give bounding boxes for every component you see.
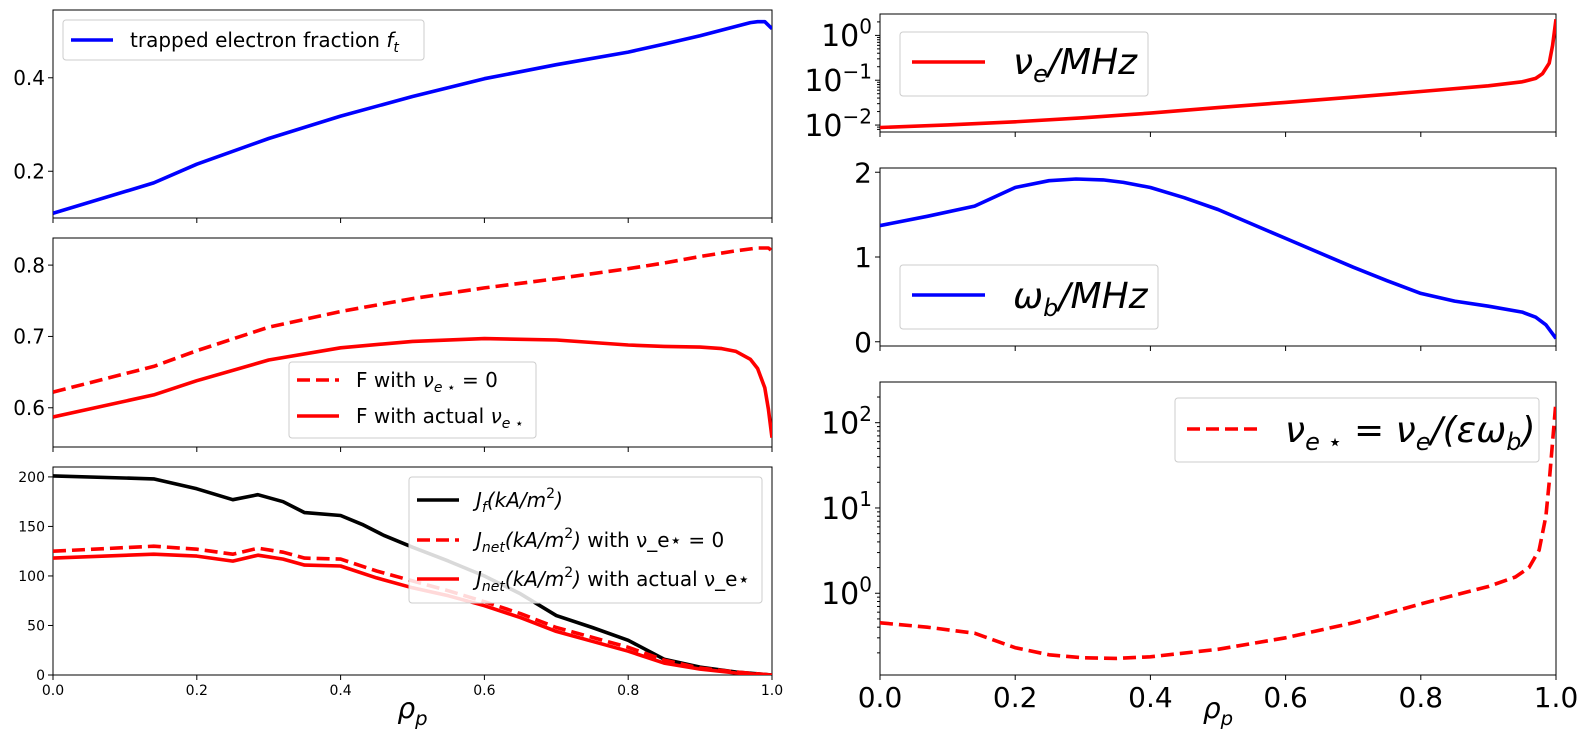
y-tick-label: 100 <box>18 569 45 585</box>
y-tick-label: 0.2 <box>13 159 45 183</box>
legend-label: Jnet(kA/m2) with ν_e⋆ = 0 <box>472 526 724 556</box>
x-tick-label: 0.0 <box>42 683 64 699</box>
legend: trapped electron fraction ft <box>62 19 425 61</box>
legend-label: Jnet(kA/m2) with actual ν_e⋆ <box>472 565 750 595</box>
y-tick-label: 2 <box>854 156 872 189</box>
y-tick-label: 0 <box>36 668 45 684</box>
y-tick-label: 150 <box>18 519 45 535</box>
axes-frame <box>52 9 773 219</box>
x-tick-label: 1.0 <box>761 683 783 699</box>
series-line-nustar-0 <box>880 400 1556 661</box>
legend-label: νe/MHz <box>1013 42 1138 88</box>
y-tick-label: 200 <box>18 470 45 486</box>
y-tick-label: 0.6 <box>13 396 45 420</box>
y-tick-label: 10−1 <box>804 59 872 99</box>
legend-label: νe ⋆ = νe/(εωb) <box>1285 410 1536 456</box>
axes-frame <box>879 13 1557 133</box>
y-tick-label: 0.7 <box>13 325 45 349</box>
x-tick-label: 0.4 <box>329 683 351 699</box>
x-tick-label: 0.8 <box>617 683 639 699</box>
y-tick-label: 102 <box>821 402 872 442</box>
legend: F with νe ⋆ = 0 F with actual νe ⋆ <box>288 361 537 439</box>
y-tick-label: 100 <box>821 15 872 55</box>
series-line-F-0 <box>53 246 772 394</box>
legend: Jf(kA/m2) Jnet(kA/m2) with ν_e⋆ = 0 Jnet… <box>408 476 763 604</box>
legend-label: F with νe ⋆ = 0 <box>356 368 498 396</box>
panel-current-density: 0.0 0.2 0.4 0.6 0.8 1.0 0 50 100 150 200 ρp Jf(kA/m… <box>18 466 783 730</box>
y-tick-label: 50 <box>27 619 45 635</box>
axes-frame <box>879 381 1557 676</box>
legend: νe/MHz <box>899 31 1149 97</box>
legend: ωb/MHz <box>899 264 1159 330</box>
x-axis-label: ρp <box>1203 692 1233 730</box>
panel-F: 0.6 0.7 0.8 F with νe ⋆ = 0 F with actual … <box>13 237 773 452</box>
series-line-ft-0 <box>53 19 772 216</box>
x-tick-label: 1.0 <box>1534 681 1579 714</box>
x-tick-label: 0.6 <box>1263 681 1308 714</box>
series-line-wb-0 <box>880 177 1556 340</box>
y-tick-label: 0.4 <box>13 66 45 90</box>
x-tick-label: 0.4 <box>1128 681 1173 714</box>
y-tick-label: 0 <box>854 326 872 359</box>
series-line-F-1 <box>53 336 772 438</box>
y-tick-label: 0.8 <box>13 253 45 277</box>
y-tick-label: 10−2 <box>804 104 872 144</box>
x-tick-label: 0.2 <box>186 683 208 699</box>
series-line-nue-0 <box>880 18 1556 130</box>
x-tick-label: 0.2 <box>993 681 1038 714</box>
x-tick-label: 0.8 <box>1399 681 1444 714</box>
legend: νe ⋆ = νe/(εωb) <box>1174 397 1540 463</box>
y-tick-label: 101 <box>821 487 872 527</box>
legend-label: Jf(kA/m2) <box>472 486 563 516</box>
x-axis-label: ρp <box>397 692 427 730</box>
axes-frame <box>52 466 773 676</box>
x-tick-label: 0.6 <box>473 683 495 699</box>
panel-bounce-frequency: 0 1 2 ωb/MHz <box>854 156 1557 359</box>
axes-frame <box>52 237 773 448</box>
x-tick-label: 0.0 <box>858 681 903 714</box>
panel-trapped-fraction: 0.2 0.4 trapped electron fraction ft <box>13 9 773 223</box>
legend-label: F with actual νe ⋆ <box>356 404 524 432</box>
y-tick-label: 1 <box>854 241 872 274</box>
y-tick-label: 100 <box>821 572 872 612</box>
panel-collisionality: 0.0 0.2 0.4 0.6 0.8 1.0 100 101 102 ρp νe ⋆ = νe/… <box>821 381 1579 730</box>
legend-label: ωb/MHz <box>1013 276 1149 322</box>
legend-label: trapped electron fraction ft <box>130 28 399 56</box>
